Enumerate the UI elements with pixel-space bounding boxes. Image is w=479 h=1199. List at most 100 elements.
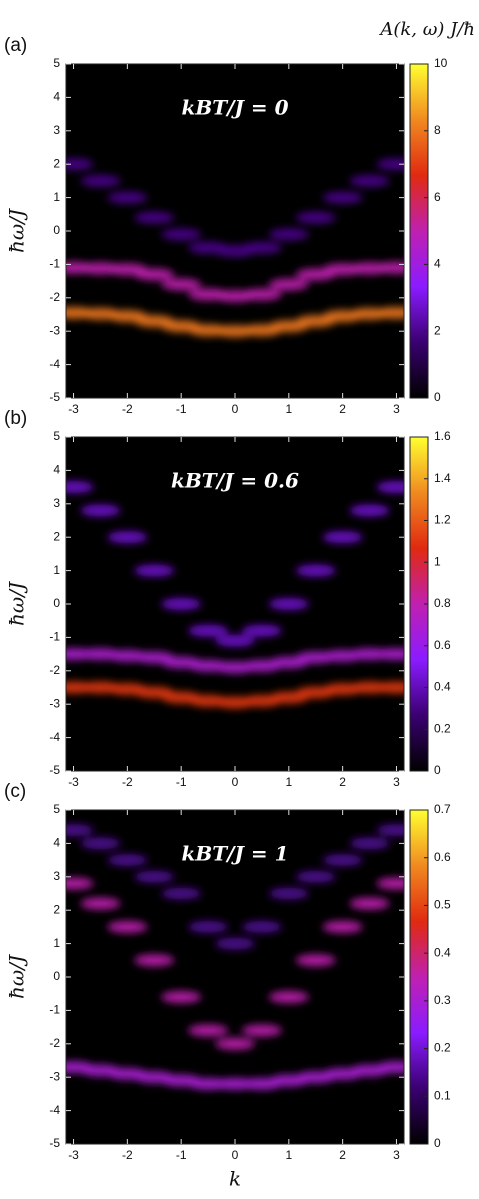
ridge-point	[80, 897, 121, 910]
ridge-point	[161, 278, 202, 291]
x-tick-label: 3	[393, 775, 400, 789]
ridge-point	[295, 564, 336, 577]
ridge-point	[322, 531, 363, 544]
ridge-point	[268, 991, 309, 1004]
colorbar-tick-label: 1	[434, 554, 441, 568]
colorbar-tick-label: 0.4	[434, 945, 451, 959]
ridge-point	[66, 158, 94, 171]
plot-background	[66, 437, 404, 771]
y-tick-label: -1	[49, 1003, 60, 1017]
y-tick-label: 5	[53, 802, 60, 816]
colorbar-tick-label: 0.2	[434, 1041, 451, 1055]
y-tick-label: 3	[53, 869, 60, 883]
ridge-point	[80, 837, 121, 850]
y-tick-label: 4	[53, 90, 60, 104]
colorbar-tick-label: 1.2	[434, 513, 451, 527]
ridge-point	[322, 191, 363, 204]
y-axis-label: ħω/J	[5, 581, 29, 626]
colorbar-tick-label: 0.5	[434, 898, 451, 912]
ridge-point	[134, 268, 175, 281]
ridge-point	[349, 504, 390, 517]
colorbar-tick-label: 1.6	[434, 429, 451, 443]
y-tick-label: -2	[49, 663, 60, 677]
y-tick-label: 0	[53, 969, 60, 983]
colorbar-tick-label: 0.4	[434, 680, 451, 694]
ridge-point	[161, 887, 202, 900]
plot-background	[66, 64, 404, 398]
ridge-point	[241, 241, 282, 254]
colorbar-tick-label: 0.2	[434, 721, 451, 735]
ridge-point	[376, 481, 404, 494]
y-tick-label: -3	[49, 323, 60, 337]
x-tick-label: -1	[176, 775, 187, 789]
ridge-point	[295, 954, 336, 967]
y-tick-label: -4	[49, 730, 60, 744]
ridge-point	[134, 870, 175, 883]
ridge-point	[241, 920, 282, 933]
ridge-point	[349, 174, 390, 187]
ridge-point	[215, 1037, 255, 1050]
x-tick-label: -1	[176, 1148, 187, 1162]
y-tick-label: -2	[49, 1036, 60, 1050]
colorbar	[409, 63, 429, 399]
ridge-point	[161, 991, 202, 1004]
y-tick-label: 5	[53, 429, 60, 443]
x-tick-label: 2	[339, 1148, 346, 1162]
y-tick-label: -1	[49, 630, 60, 644]
y-tick-label: -5	[49, 1136, 60, 1150]
x-tick-label: 0	[232, 402, 239, 416]
ridge-point	[188, 1024, 229, 1037]
ridge-point	[134, 211, 175, 224]
ridge-point	[107, 920, 148, 933]
ridge-point	[66, 481, 94, 494]
ridge-point	[134, 564, 175, 577]
y-tick-label: 3	[53, 123, 60, 137]
colorbar-tick-label: 0.6	[434, 638, 451, 652]
colorbar-tick-label: 0.3	[434, 993, 451, 1007]
x-tick-label: 1	[285, 402, 292, 416]
ridge-point	[376, 1061, 404, 1074]
ridge-point	[188, 624, 229, 637]
x-tick-label: -1	[176, 402, 187, 416]
x-tick-label: 3	[393, 402, 400, 416]
y-tick-label: 2	[53, 902, 60, 916]
x-tick-label: 1	[285, 775, 292, 789]
ridge-point	[241, 624, 282, 637]
ridge-point	[322, 854, 363, 867]
ridge-point	[376, 158, 404, 171]
panel-title: kBT/J = 1	[181, 842, 288, 866]
ridge-point	[215, 634, 255, 647]
ridge-point	[376, 681, 404, 694]
ridge-point	[241, 1024, 282, 1037]
ridge-point	[376, 648, 404, 661]
x-tick-label: -2	[122, 402, 133, 416]
panel-title: kBT/J = 0	[181, 96, 288, 120]
y-tick-label: -1	[49, 257, 60, 271]
x-tick-label: -2	[122, 775, 133, 789]
x-tick-label: 0	[232, 775, 239, 789]
ridge-point	[349, 897, 390, 910]
ridge-point	[107, 191, 148, 204]
ridge-point	[188, 920, 229, 933]
panel-label: (a)	[4, 35, 27, 56]
ridge-point	[80, 174, 121, 187]
y-tick-label: 4	[53, 463, 60, 477]
y-tick-label: -4	[49, 1103, 60, 1117]
ridge-point	[268, 228, 309, 241]
heatmap-layer	[66, 481, 404, 709]
x-tick-label: 1	[285, 1148, 292, 1162]
ridge-point	[107, 531, 148, 544]
ridge-point	[295, 211, 336, 224]
y-tick-label: 0	[53, 596, 60, 610]
colorbar-tick-label: 0.8	[434, 596, 451, 610]
y-tick-label: 2	[53, 156, 60, 170]
ridge-point	[349, 837, 390, 850]
x-tick-label: 0	[232, 1148, 239, 1162]
x-tick-label: -2	[122, 1148, 133, 1162]
y-tick-label: 0	[53, 223, 60, 237]
ridge-point	[107, 854, 148, 867]
x-tick-label: 2	[339, 402, 346, 416]
ridge-point	[376, 306, 404, 319]
colorbar-tick-label: 10	[434, 56, 448, 70]
